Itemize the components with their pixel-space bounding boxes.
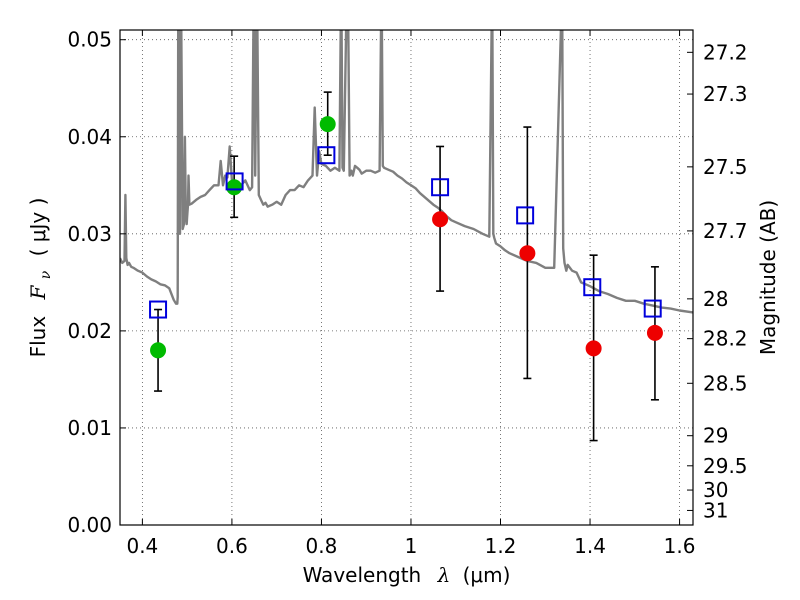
x-axis-label-unit: (μm) (463, 563, 511, 587)
x-tick-label: 0.6 (216, 534, 248, 558)
plot-frame (119, 29, 694, 526)
model-flux-square (643, 299, 662, 318)
plot-area (120, 30, 693, 525)
red-data-point (646, 324, 663, 341)
x-tick-label: 0.8 (306, 534, 338, 558)
model-flux-square (516, 206, 535, 225)
red-data-point (432, 211, 449, 228)
grid-lines (120, 30, 693, 525)
red-data-point (519, 245, 536, 262)
magnitude-tick-label: 28.2 (703, 327, 748, 351)
magnitude-tick-label: 27.2 (703, 40, 748, 64)
magnitude-tick-label: 27.7 (703, 219, 748, 243)
x-tick-label: 1.2 (485, 534, 517, 558)
x-tick-label: 1.6 (664, 534, 696, 558)
green-data-point (319, 116, 336, 133)
green-data-point (226, 179, 243, 196)
y-axis-label: Flux F ν ( μJy ) (26, 198, 55, 358)
model-flux-square (317, 146, 336, 165)
y-tick-label: 0.02 (67, 319, 112, 343)
red-data-point (585, 340, 602, 357)
model-flux-square (431, 178, 450, 197)
magnitude-tick-label: 28.5 (703, 371, 748, 395)
y-axis-label-subscript: ν (38, 270, 54, 279)
x-axis-label: Wavelength λ (μm) (303, 563, 511, 587)
right-axis-label: Magnitude (AB) (756, 200, 780, 355)
model-flux-square (583, 278, 602, 297)
spectrum-layer (120, 30, 693, 314)
x-tick-label: 1 (405, 534, 418, 558)
x-axis-label-text: Wavelength (303, 563, 422, 587)
magnitude-tick-label: 29 (703, 424, 728, 448)
magnitude-tick-label: 27.3 (703, 82, 748, 106)
magnitude-tick-label: 30 (703, 478, 728, 502)
magnitude-tick-label: 31 (703, 498, 728, 522)
data-points-layer (149, 91, 663, 442)
x-tick-label: 0.4 (126, 534, 158, 558)
model-flux-square (149, 300, 168, 319)
model-spectrum-line (120, 30, 693, 314)
y-tick-label: 0.03 (67, 222, 112, 246)
green-data-point (150, 342, 167, 359)
y-tick-label: 0.00 (67, 513, 112, 537)
y-axis-label-text: Flux (26, 316, 50, 358)
y-tick-label: 0.04 (67, 125, 112, 149)
y-axis-label-unit: ( μJy ) (26, 198, 50, 257)
magnitude-tick-label: 27.5 (703, 155, 748, 179)
x-tick-label: 1.4 (574, 534, 606, 558)
x-axis-label-symbol: λ (437, 563, 451, 587)
y-tick-label: 0.01 (67, 416, 112, 440)
y-axis-label-symbol: F (26, 284, 50, 300)
model-flux-square (225, 172, 244, 191)
magnitude-tick-label: 29.5 (703, 454, 748, 478)
magnitude-tick-label: 28 (703, 287, 728, 311)
axis-ticks: 0.4 0.6 0.8 1 1.2 1.4 1.6 0.00 0.01 0.02 0.03 0.04 0… (67, 28, 747, 558)
y-tick-label: 0.05 (67, 28, 112, 52)
